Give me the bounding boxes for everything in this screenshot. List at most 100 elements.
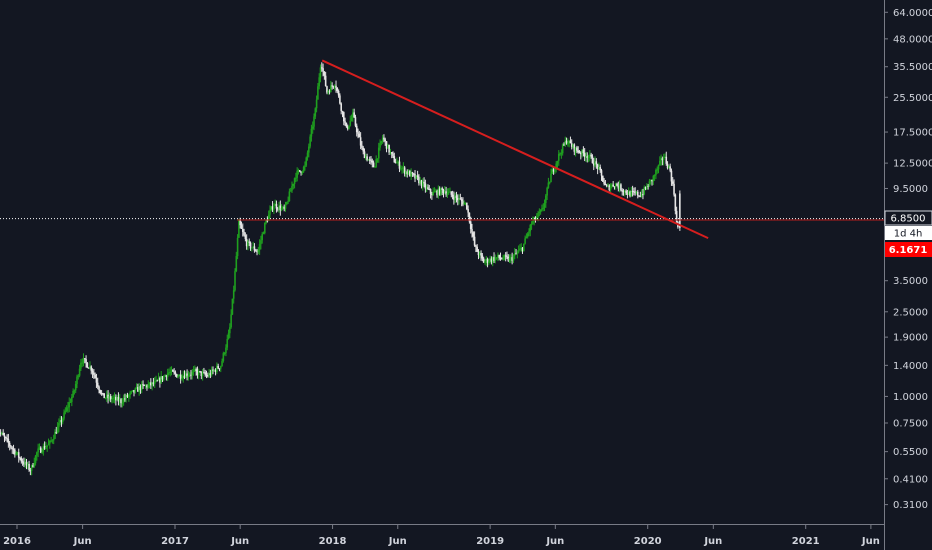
candle-body: [11, 447, 14, 449]
candle-body: [6, 437, 8, 439]
time-axis[interactable]: 2016 Jun 2017 Jun 2018 Jun 2019 Jun 2020 Jun 2021 J…: [3, 524, 880, 547]
candle-body: [12, 448, 15, 450]
time-tick-label: Jun: [545, 536, 564, 547]
candle-body: [515, 253, 517, 255]
candle-body: [194, 369, 196, 371]
candle-body: [166, 373, 169, 378]
candle-body: [124, 398, 126, 400]
candle-body: [526, 233, 529, 237]
candle-body: [269, 210, 271, 215]
candle-body: [494, 257, 497, 261]
candle-body: [552, 169, 555, 172]
candle-body: [0, 432, 2, 434]
candle-body: [102, 393, 104, 395]
candle-body: [542, 207, 545, 209]
candle-body: [451, 194, 454, 197]
candle-body: [120, 399, 122, 404]
candle-body: [227, 333, 230, 339]
candle-body: [153, 381, 156, 385]
candle-body: [530, 223, 533, 225]
candle-body: [350, 117, 353, 121]
candle-body: [280, 207, 283, 211]
candle-body: [328, 91, 331, 93]
price-tick-label: 25.5000: [893, 93, 932, 104]
candle-body: [238, 220, 240, 238]
candle-body: [200, 371, 203, 377]
candle-body: [621, 190, 624, 192]
price-tick-label: 0.4100: [893, 474, 928, 485]
candle-body: [107, 394, 109, 399]
candle-body: [90, 366, 93, 371]
candle-body: [115, 396, 117, 401]
candle-body: [399, 168, 402, 170]
candle-body: [594, 161, 596, 166]
candle-body: [230, 314, 232, 328]
candle-body: [511, 257, 513, 261]
candle-body: [342, 112, 345, 122]
candle-body: [381, 137, 384, 142]
candle-body: [656, 169, 659, 171]
candle-body: [77, 375, 80, 377]
candle-body: [611, 184, 613, 187]
candle-body: [581, 149, 583, 155]
candle-body: [199, 371, 201, 373]
candle-body: [371, 160, 374, 163]
candle-body: [630, 191, 633, 197]
price-tick-label: 12.5000: [893, 159, 932, 170]
candle-body: [354, 117, 357, 126]
candle-body: [212, 369, 214, 371]
candle-body: [297, 170, 300, 172]
candle-body: [398, 161, 401, 169]
candle-body: [377, 147, 380, 159]
candle-body: [231, 298, 234, 315]
candle-body: [602, 175, 604, 182]
candle-body: [15, 453, 17, 455]
candle-body: [155, 380, 157, 382]
price-tick-label: 9.5000: [893, 184, 928, 195]
candle-body: [245, 238, 248, 247]
candle-body: [23, 462, 25, 465]
candle-body: [570, 143, 573, 147]
candle-body: [276, 208, 279, 210]
candle-body: [274, 203, 276, 207]
candle-body: [17, 452, 20, 458]
candle-body: [249, 242, 252, 249]
candle-body: [506, 256, 508, 258]
candle-body: [295, 177, 297, 179]
candle-body: [310, 128, 313, 137]
price-tick-label: 3.5000: [893, 276, 928, 287]
candle-body: [559, 153, 561, 155]
candle-body: [292, 183, 295, 186]
candle-body: [42, 446, 45, 452]
candle-body: [157, 377, 160, 381]
candle-body: [282, 206, 284, 208]
candle-body: [438, 188, 441, 195]
candle-body: [258, 244, 261, 250]
candle-body: [466, 202, 468, 210]
plot-area[interactable]: [0, 62, 681, 476]
candle-body: [247, 241, 249, 247]
candle-body: [55, 431, 58, 434]
candle-body: [577, 150, 580, 153]
candle-body: [296, 170, 298, 178]
price-axis[interactable]: 64.0000 48.0000 35.5000 25.5000 17.5000 12.50…: [884, 8, 932, 511]
candle-body: [458, 198, 460, 201]
candle-body: [197, 371, 200, 376]
candle-body: [156, 380, 159, 382]
candle-body: [564, 140, 567, 145]
candle-body: [160, 376, 162, 383]
candle-body: [653, 175, 656, 177]
candle-body: [415, 175, 418, 179]
candle-body: [590, 154, 592, 157]
candle-body: [161, 376, 164, 380]
candle-body: [116, 397, 118, 401]
candle-body: [148, 382, 151, 385]
candle-body: [72, 390, 74, 397]
candle-body: [7, 438, 10, 443]
candle-body: [169, 371, 172, 373]
candle-body: [165, 375, 168, 378]
candle-body: [516, 252, 519, 254]
candle-body: [626, 193, 629, 195]
candle-body: [168, 372, 170, 374]
